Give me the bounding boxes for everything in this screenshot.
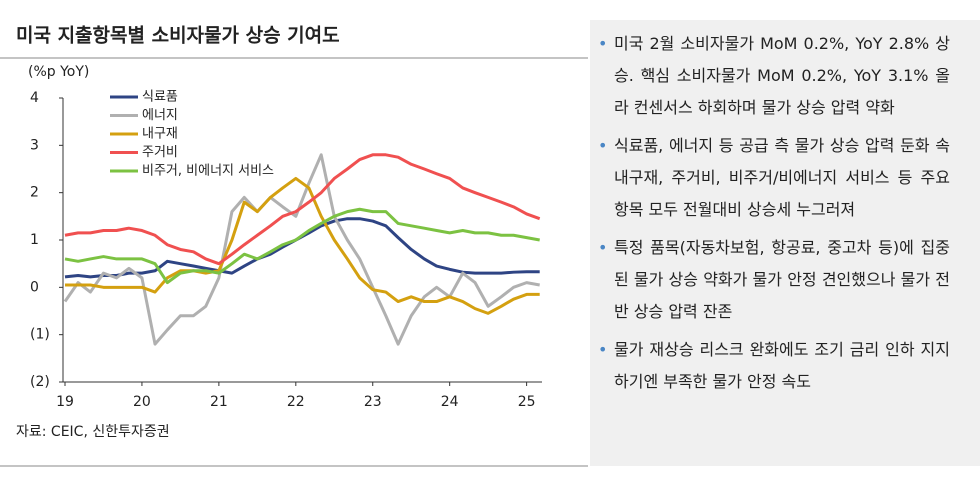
y-tick-label: 3 xyxy=(30,137,39,153)
x-tick-label: 21 xyxy=(210,394,228,410)
x-tick-label: 24 xyxy=(441,394,459,410)
series-line xyxy=(65,176,540,315)
legend-label: 주거비 xyxy=(142,145,178,160)
series-line xyxy=(64,207,540,285)
chart: 미국 지출항목별 소비자물가 상승 기여도 (%p YoY) 자료: CEIC,… xyxy=(0,25,588,467)
legend-label: 식료품 xyxy=(142,90,178,105)
y-tick-label: 0 xyxy=(30,279,39,295)
source: 자료: CEIC, 신한투자증권 xyxy=(16,424,170,440)
y-tick-label: 4 xyxy=(30,90,39,106)
x-tick-label: 22 xyxy=(287,394,305,410)
legend-label: 내구재 xyxy=(142,127,178,142)
y-axis-label: (%p YoY) xyxy=(28,64,89,80)
x-tick-label: 23 xyxy=(364,394,382,410)
chart-title: 미국 지출항목별 소비자물가 상승 기여도 xyxy=(16,25,340,47)
x-tick-label: 20 xyxy=(133,394,151,410)
bullet-text: 미국 2월 소비자물가 MoM 0.2%, YoY 2.8% 상승. 핵심 소비… xyxy=(598,28,950,124)
y-tick-label: (1) xyxy=(30,327,50,343)
y-tick-label: 2 xyxy=(30,185,39,201)
bullet-text: 식료품, 에너지 등 공급 측 물가 상승 압력 둔화 속 내구재, 주거비, … xyxy=(598,130,950,226)
x-tick-label: 25 xyxy=(518,394,536,410)
series-line xyxy=(64,153,541,266)
y-tick-label: 1 xyxy=(30,232,39,248)
legend-label: 에너지 xyxy=(142,108,178,123)
x-tick-label: 19 xyxy=(56,394,74,410)
summary-panel: 미국 2월 소비자물가 MoM 0.2%, YoY 2.8% 상승. 핵심 소비… xyxy=(590,20,980,466)
legend-label: 비주거, 비에너지 서비스 xyxy=(142,164,274,179)
series-line xyxy=(64,217,540,279)
bullet-text: 특정 품목(자동차보험, 항공료, 중고차 등)에 집중된 물가 상승 약화가 … xyxy=(598,232,950,328)
y-tick-label: (2) xyxy=(30,374,50,390)
bullet-text: 물가 재상승 리스크 완화에도 조기 금리 인하 지지하기엔 부족한 물가 안정… xyxy=(598,334,950,398)
